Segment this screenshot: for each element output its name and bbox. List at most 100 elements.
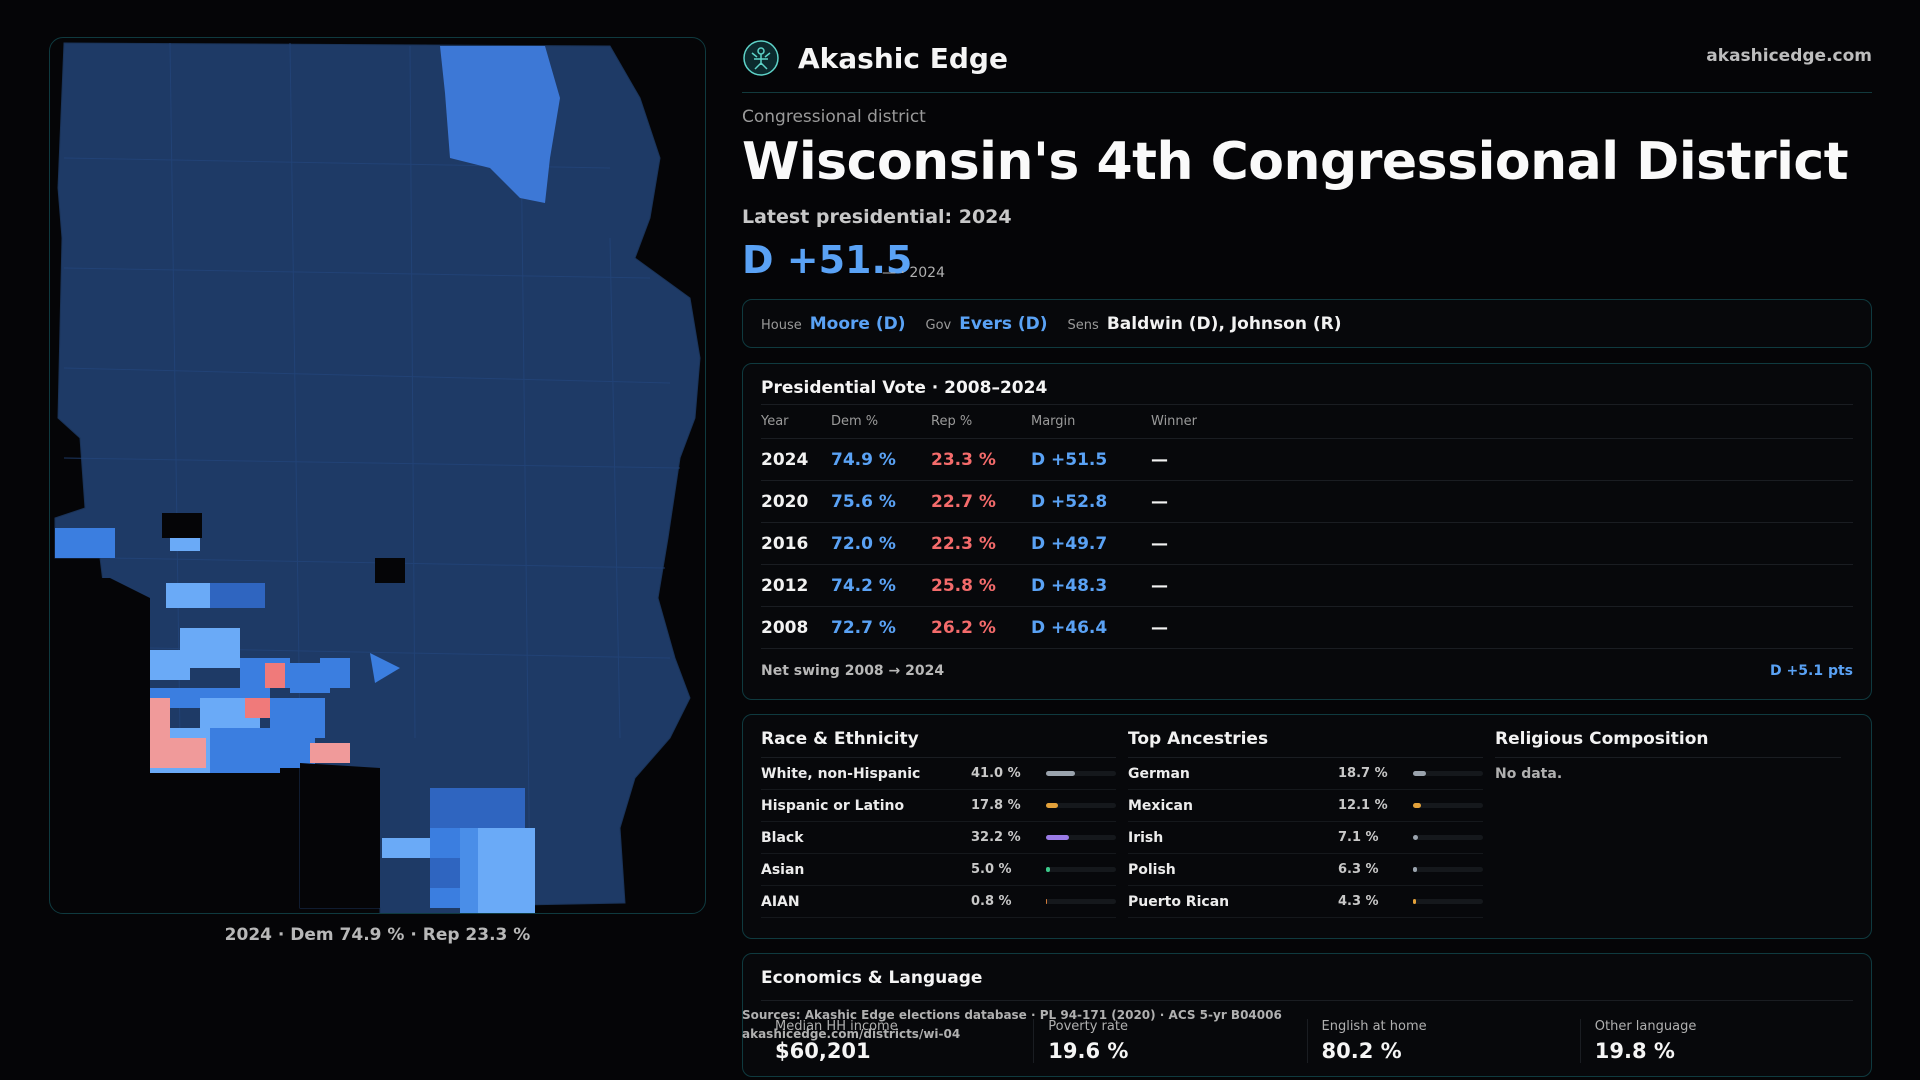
row-year: 2020 — [761, 480, 831, 523]
row-dem: 75.6 % — [831, 480, 931, 523]
table-row: 2012 74.2 % 25.8 % D +48.3 — — [761, 564, 1853, 607]
race-name: AIAN — [761, 893, 800, 910]
ancestry-title: Top Ancestries — [1128, 729, 1483, 758]
col-winner: Winner — [1151, 404, 1853, 439]
headline-margin: D +51.5 — [742, 238, 913, 282]
ancestry-bar — [1413, 835, 1483, 840]
row-margin: D +48.3 — [1031, 564, 1151, 607]
net-swing-label: Net swing 2008 → 2024 — [761, 663, 945, 679]
ancestry-name: German — [1128, 765, 1190, 782]
race-bar-fill — [1046, 771, 1075, 776]
stat-label: Other language — [1594, 1019, 1697, 1034]
race-name: Asian — [761, 861, 805, 878]
sens-value: Baldwin (D), Johnson (R) — [1106, 313, 1342, 334]
race-name: Hispanic or Latino — [761, 797, 905, 814]
map-tracts-southeast — [382, 788, 535, 913]
headline-margin-sub: — · 2024 — [882, 265, 945, 281]
presidential-vote-title: Presidential Vote · 2008–2024 — [761, 378, 1048, 398]
akashic-logo-icon — [743, 40, 779, 76]
list-item: Asian 5.0 % — [761, 854, 1116, 886]
race-bar — [1046, 899, 1116, 904]
ancestry-pct: 6.3 % — [1338, 862, 1379, 877]
row-winner: — — [1151, 522, 1853, 565]
row-year: 2016 — [761, 522, 831, 565]
ancestry-bar-fill — [1413, 867, 1418, 872]
map-excluded-areas — [55, 513, 405, 908]
stat-cell: Median HH income $60,201 — [761, 1019, 1033, 1063]
map-tract-northeast — [440, 46, 560, 203]
ancestry-name: Polish — [1128, 861, 1176, 878]
list-item: Mexican 12.1 % — [1128, 790, 1483, 822]
representatives-bar: House Moore (D) Gov Evers (D) Sens Baldw… — [742, 299, 1872, 348]
house-label: House — [761, 318, 802, 333]
map-tracts-southwest — [55, 528, 400, 773]
ancestry-bar — [1413, 771, 1483, 776]
row-rep: 22.3 % — [931, 522, 1031, 565]
race-ethnicity-section: Race & Ethnicity White, non-Hispanic 41.… — [761, 729, 1128, 924]
list-item: Irish 7.1 % — [1128, 822, 1483, 854]
race-bar-fill — [1046, 803, 1059, 808]
row-margin: D +52.8 — [1031, 480, 1151, 523]
row-year: 2012 — [761, 564, 831, 607]
table-row: 2016 72.0 % 22.3 % D +49.7 — — [761, 522, 1853, 565]
row-dem: 72.0 % — [831, 522, 931, 565]
list-item: Polish 6.3 % — [1128, 854, 1483, 886]
ancestry-pct: 12.1 % — [1338, 798, 1388, 813]
row-dem: 74.9 % — [831, 438, 931, 481]
col-rep: Rep % — [931, 404, 1031, 439]
row-margin: D +51.5 — [1031, 438, 1151, 481]
map-caption: 2024 · Dem 74.9 % · Rep 23.3 % — [224, 925, 531, 945]
ancestry-pct: 7.1 % — [1338, 830, 1379, 845]
row-rep: 22.7 % — [931, 480, 1031, 523]
page-title: Wisconsin's 4th Congressional District — [742, 132, 1849, 192]
ancestry-bar — [1413, 867, 1483, 872]
ancestry-bar — [1413, 899, 1483, 904]
race-ethnicity-title: Race & Ethnicity — [761, 729, 1116, 758]
race-bar-fill — [1046, 835, 1069, 840]
ancestry-bar — [1413, 803, 1483, 808]
sens-label: Sens — [1067, 318, 1099, 333]
page-eyebrow: Congressional district — [742, 107, 926, 127]
stat-cell: English at home 80.2 % — [1306, 1019, 1580, 1063]
stat-cell: Other language 19.8 % — [1579, 1019, 1853, 1063]
district-detail: Akashic Edge akashicedge.com Congression… — [742, 0, 1872, 1080]
district-map[interactable] — [49, 37, 706, 914]
table-row: 2024 74.9 % 23.3 % D +51.5 — — [761, 438, 1853, 481]
row-rep: 25.8 % — [931, 564, 1031, 607]
sources-url[interactable]: akashicedge.com/districts/wi-04 — [742, 1027, 961, 1041]
religion-title: Religious Composition — [1495, 729, 1841, 758]
net-swing: Net swing 2008 → 2024 D +5.1 pts — [761, 663, 1853, 679]
map-tract-lines — [63, 42, 681, 899]
stat-value: 80.2 % — [1321, 1039, 1402, 1063]
list-item: Black 32.2 % — [761, 822, 1116, 854]
race-pct: 17.8 % — [971, 798, 1021, 813]
header-divider — [742, 92, 1872, 93]
net-swing-value: D +5.1 pts — [1770, 663, 1853, 679]
stat-label: Median HH income — [775, 1019, 898, 1034]
ancestry-bar-fill — [1413, 835, 1418, 840]
race-bar — [1046, 771, 1116, 776]
brand[interactable]: Akashic Edge — [742, 38, 1008, 78]
ancestry-pct: 4.3 % — [1338, 894, 1379, 909]
presidential-vote-table: Year Dem % Rep % Margin Winner 2024 74.9… — [761, 404, 1853, 649]
list-item: German 18.7 % — [1128, 758, 1483, 790]
stat-value: 19.8 % — [1594, 1039, 1675, 1063]
race-bar — [1046, 835, 1116, 840]
row-year: 2008 — [761, 606, 831, 649]
row-winner: — — [1151, 438, 1853, 481]
row-dem: 72.7 % — [831, 606, 931, 649]
race-name: White, non-Hispanic — [761, 765, 921, 782]
list-item: AIAN 0.8 % — [761, 886, 1116, 918]
site-link[interactable]: akashicedge.com — [1706, 46, 1872, 66]
ancestry-name: Puerto Rican — [1128, 893, 1230, 910]
economics-grid: Median HH income $60,201 Poverty rate 19… — [761, 1000, 1853, 1063]
col-margin: Margin — [1031, 404, 1151, 439]
gov-value: Evers (D) — [959, 313, 1048, 334]
sources-line: Sources: Akashic Edge elections database… — [742, 1008, 1282, 1022]
race-pct: 32.2 % — [971, 830, 1021, 845]
table-row: 2008 72.7 % 26.2 % D +46.4 — — [761, 606, 1853, 649]
row-rep: 23.3 % — [931, 438, 1031, 481]
stat-value: $60,201 — [775, 1039, 871, 1063]
row-dem: 74.2 % — [831, 564, 931, 607]
stat-label: English at home — [1321, 1019, 1427, 1034]
